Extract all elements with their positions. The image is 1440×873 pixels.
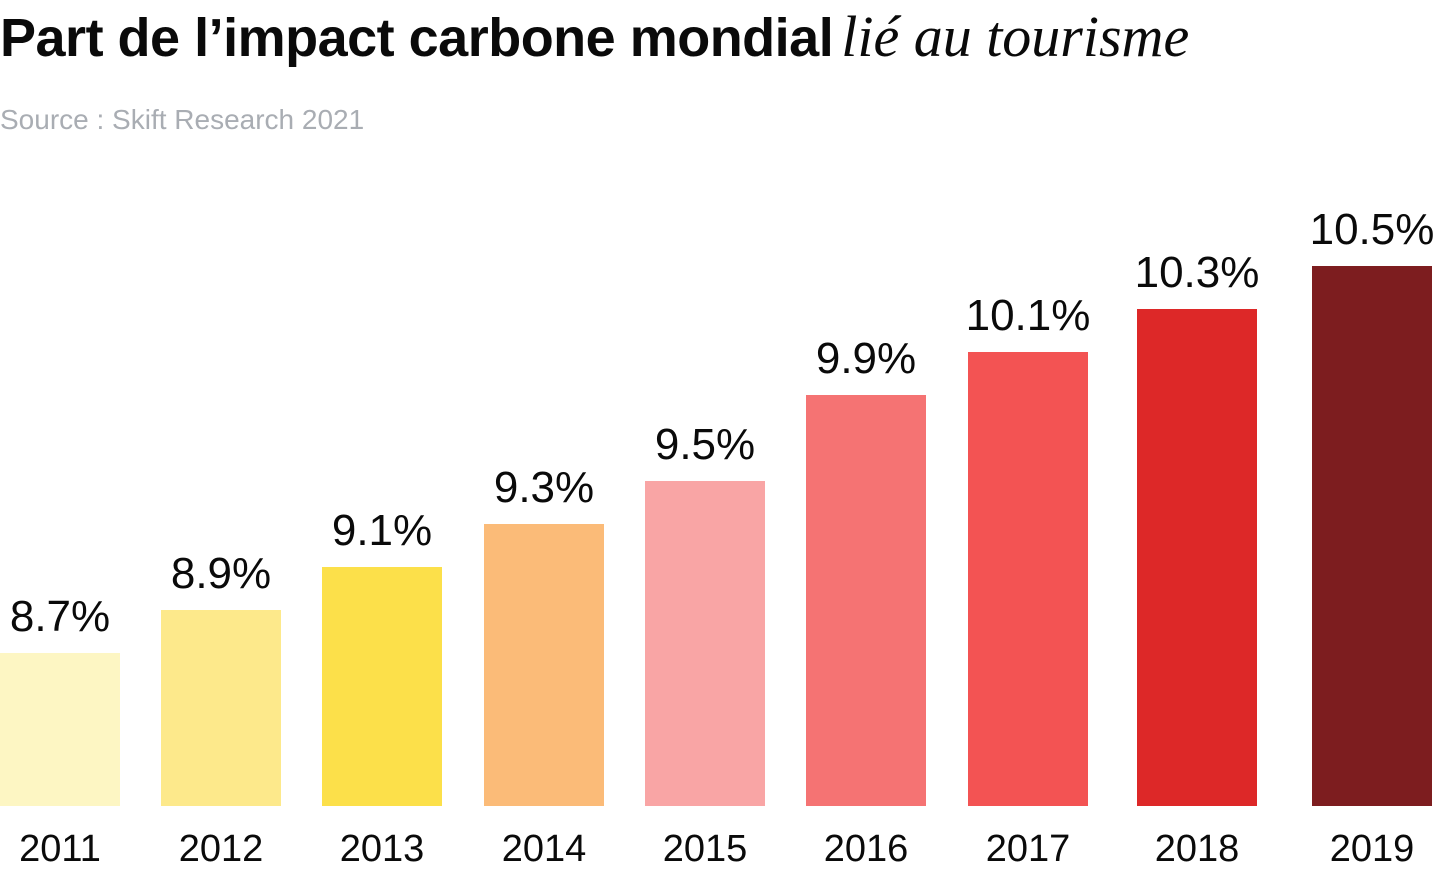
chart-title: Part de l’impact carbone mondial lié au …: [0, 8, 1189, 66]
x-tick-label-2014: 2014: [502, 828, 587, 870]
bar-2015: [645, 481, 765, 806]
value-label-2018: 10.3%: [1135, 248, 1260, 297]
value-label-2016: 9.9%: [816, 334, 916, 383]
bar-2017: [968, 352, 1088, 806]
title-main: Part de l’impact carbone mondial: [0, 8, 834, 68]
x-tick-label-2012: 2012: [179, 828, 264, 870]
x-tick-label-2015: 2015: [663, 828, 748, 870]
x-tick-label-2018: 2018: [1155, 828, 1240, 870]
bar-2019: [1312, 266, 1432, 806]
value-label-2015: 9.5%: [655, 420, 755, 469]
value-label-2017: 10.1%: [966, 291, 1091, 340]
bar-2016: [806, 395, 926, 806]
value-label-2013: 9.1%: [332, 506, 432, 555]
bar-2013: [322, 567, 442, 806]
x-tick-label-2019: 2019: [1330, 828, 1415, 870]
value-label-2019: 10.5%: [1310, 205, 1435, 254]
source-caption: Source : Skift Research 2021: [0, 104, 365, 135]
x-tick-label-2017: 2017: [986, 828, 1071, 870]
bar-2011: [0, 653, 120, 806]
x-tick-label-2013: 2013: [340, 828, 425, 870]
bar-2014: [484, 524, 604, 806]
x-tick-label-2016: 2016: [824, 828, 909, 870]
value-label-2011: 8.7%: [10, 592, 110, 641]
value-label-2014: 9.3%: [494, 463, 594, 512]
x-tick-label-2011: 2011: [19, 828, 101, 870]
value-label-2012: 8.9%: [171, 549, 271, 598]
bar-2018: [1137, 309, 1257, 806]
title-accent: lié au tourisme: [841, 4, 1190, 69]
bar-2012: [161, 610, 281, 806]
